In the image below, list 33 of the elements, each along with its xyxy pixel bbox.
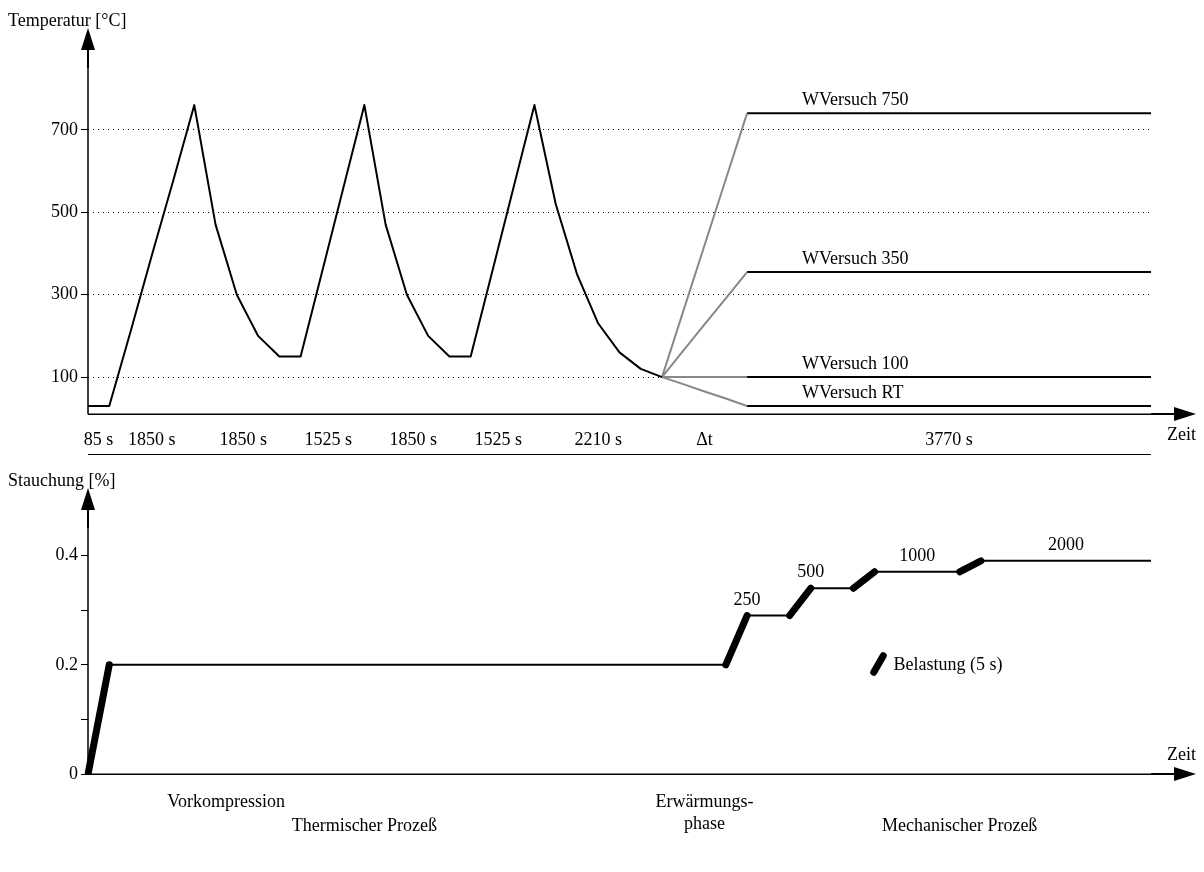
annotation: 250 bbox=[733, 587, 761, 610]
text: Vorkompression bbox=[167, 790, 286, 812]
text: Erwärmungs- phase bbox=[655, 790, 754, 834]
y-axis-title: Temperatur [°C] bbox=[8, 10, 127, 31]
annotation: 2000 bbox=[1047, 532, 1084, 555]
y-axis-title: Stauchung [%] bbox=[8, 470, 116, 491]
text: 1850 s bbox=[219, 428, 267, 450]
series-label: WVersuch RT bbox=[802, 381, 904, 402]
x-axis-title: Zeit bbox=[1167, 424, 1196, 446]
legend-label: Belastung (5 s) bbox=[893, 653, 1003, 675]
text: 1525 s bbox=[474, 428, 523, 450]
series-label: WVersuch 100 bbox=[802, 352, 909, 373]
text: 1850 s bbox=[128, 428, 176, 450]
annotation: 1000 bbox=[899, 543, 936, 566]
annotation: 500 bbox=[797, 560, 825, 583]
y-tick-label: 100 bbox=[51, 365, 78, 386]
y-tick-label: 700 bbox=[51, 118, 78, 139]
text: 2210 s bbox=[574, 428, 622, 450]
text: 1850 s bbox=[389, 428, 438, 450]
y-tick-label: 0.2 bbox=[55, 653, 78, 674]
text: 1525 s bbox=[304, 428, 352, 450]
text: 85 s bbox=[83, 428, 114, 450]
series-label: WVersuch 350 bbox=[802, 247, 909, 268]
text: Mechanischer Prozeß bbox=[881, 814, 1038, 836]
text: 3770 s bbox=[925, 428, 973, 450]
text: Δt bbox=[696, 428, 713, 450]
y-tick-label: 0 bbox=[69, 762, 78, 783]
y-tick-label: 300 bbox=[51, 283, 78, 304]
x-axis-title: Zeit bbox=[1167, 744, 1196, 766]
y-tick-label: 0.4 bbox=[55, 544, 78, 565]
y-tick-label: 500 bbox=[51, 200, 78, 221]
text: Thermischer Prozeß bbox=[291, 814, 438, 836]
series-label: WVersuch 750 bbox=[802, 89, 909, 110]
